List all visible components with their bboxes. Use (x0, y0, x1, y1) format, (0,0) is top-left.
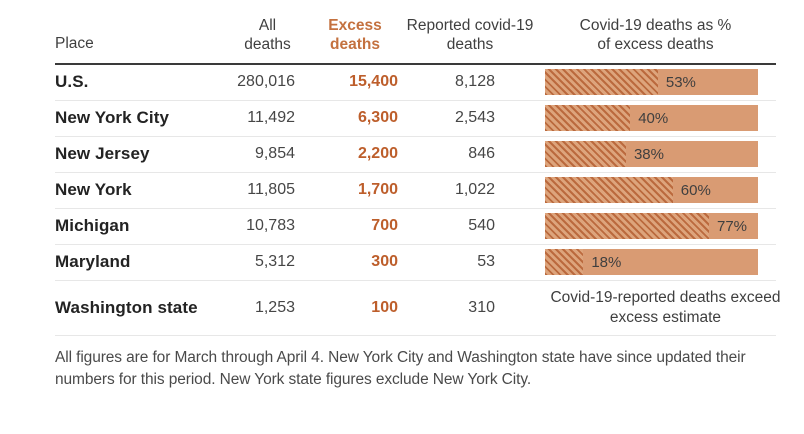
column-header-place: Place (55, 35, 94, 53)
covid-share-hatch (545, 249, 584, 276)
pct-bar: 60% (545, 177, 758, 204)
all-deaths-cell: 280,016 (237, 73, 295, 91)
pct-bar: 77% (545, 213, 758, 240)
pct-bar-cell: 77% (535, 213, 776, 240)
table-row: U.S. 280,016 15,400 8,128 53% (55, 65, 776, 101)
excess-deaths-cell: 6,300 (357, 109, 398, 127)
table-row: Washington state 1,253 100 310 Covid-19-… (55, 281, 781, 336)
table-row: New York City 11,492 6,300 2,543 40% (55, 101, 776, 137)
excess-deaths-cell: 2,200 (357, 145, 398, 163)
pct-label: 18% (591, 253, 622, 271)
reported-deaths-cell: 846 (468, 145, 495, 163)
pct-bar-cell: Covid-19-reported deaths exceed excess e… (535, 282, 780, 334)
column-header-reported-deaths: Reported covid-19 deaths (406, 17, 534, 54)
reported-deaths-cell: 540 (468, 217, 495, 235)
footnote: All figures are for March through April … (55, 348, 746, 388)
place-cell: New York (55, 180, 132, 200)
covid-share-hatch (545, 105, 631, 132)
reported-deaths-cell: 310 (468, 298, 495, 316)
pct-label: 53% (665, 73, 696, 91)
pct-bar-cell: 18% (535, 249, 776, 276)
excess-deaths-cell: 100 (371, 298, 398, 316)
reported-deaths-cell: 8,128 (454, 73, 495, 91)
place-cell: New York City (55, 108, 170, 128)
reported-deaths-cell: 2,543 (454, 109, 495, 127)
pct-bar-cell: 40% (535, 105, 776, 132)
all-deaths-cell: 11,805 (247, 181, 295, 199)
pct-label: 40% (638, 109, 669, 127)
reported-deaths-cell: 53 (477, 253, 495, 271)
pct-bar: 38% (545, 141, 758, 168)
all-deaths-cell: 5,312 (254, 253, 295, 271)
excess-deaths-cell: 700 (371, 217, 398, 235)
pct-label: 38% (633, 145, 664, 163)
pct-bar-cell: 38% (535, 141, 776, 168)
place-cell: Washington state (55, 297, 198, 317)
pct-bar: 40% (545, 105, 758, 132)
place-cell: Maryland (55, 252, 131, 272)
all-deaths-cell: 1,253 (254, 298, 295, 316)
column-header-all-deaths: All deaths (244, 17, 291, 54)
covid-share-hatch (545, 69, 658, 96)
all-deaths-cell: 10,783 (246, 217, 295, 235)
pct-bar: 53% (545, 69, 758, 96)
pct-bar-cell: 60% (535, 177, 776, 204)
place-cell: U.S. (55, 72, 89, 92)
column-header-excess-deaths: Excess deaths (328, 17, 382, 54)
place-cell: Michigan (55, 216, 130, 236)
table-header-row: Place All deaths Excess deaths Reported … (55, 16, 776, 65)
pct-bar: 18% (545, 249, 758, 276)
table-row: Maryland 5,312 300 53 18% (55, 245, 776, 281)
all-deaths-cell: 9,854 (254, 145, 295, 163)
covid-share-hatch (545, 213, 709, 240)
column-header-pct-of-excess: Covid-19 deaths as % of excess deaths (579, 17, 732, 54)
all-deaths-cell: 11,492 (247, 109, 295, 127)
excess-deaths-cell: 300 (371, 253, 398, 271)
pct-label: 60% (680, 181, 711, 199)
covid-share-hatch (545, 141, 626, 168)
table-row: New Jersey 9,854 2,200 846 38% (55, 137, 776, 173)
covid-share-hatch (545, 177, 673, 204)
bar-note-exceeds-estimate: Covid-19-reported deaths exceed excess e… (550, 288, 781, 326)
pct-label: 77% (717, 217, 748, 235)
excess-deaths-cell: 15,400 (349, 73, 398, 91)
pct-bar-cell: 53% (535, 69, 776, 96)
excess-deaths-cell: 1,700 (357, 181, 398, 199)
table-row: New York 11,805 1,700 1,022 60% (55, 173, 776, 209)
place-cell: New Jersey (55, 144, 150, 164)
table-row: Michigan 10,783 700 540 77% (55, 209, 776, 245)
reported-deaths-cell: 1,022 (454, 181, 495, 199)
